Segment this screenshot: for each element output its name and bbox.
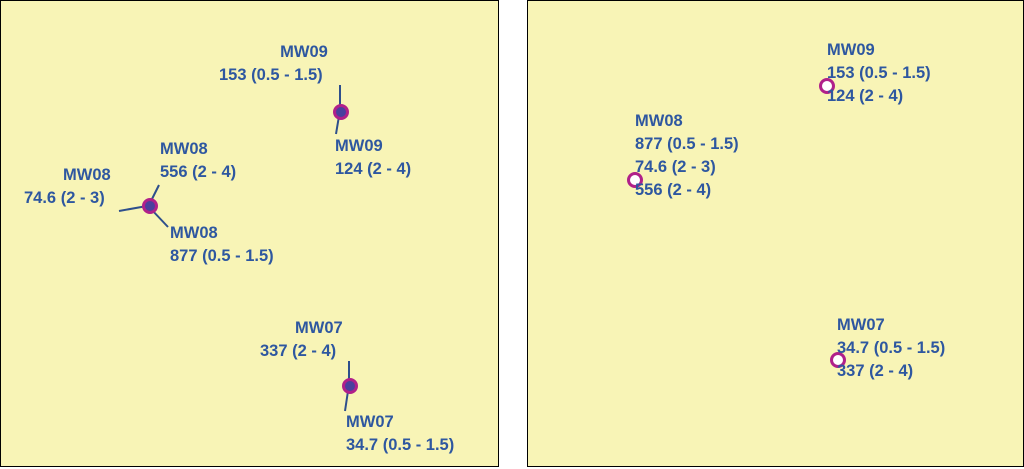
well-marker-mw08[interactable]	[627, 172, 643, 188]
right-map-panel: MW09 153 (0.5 - 1.5) 124 (2 - 4) MW08 87…	[527, 0, 1024, 467]
label-mw07-top-value: 337 (2 - 4)	[260, 342, 337, 360]
label-mw07: MW07 34.7 (0.5 - 1.5) 337 (2 - 4)	[837, 314, 945, 383]
label-mw08-line-2: 74.6 (2 - 3)	[635, 158, 716, 176]
label-mw07-bottom-value: 34.7 (0.5 - 1.5)	[346, 436, 455, 454]
label-mw08-lower-value: 877 (0.5 - 1.5)	[170, 247, 274, 265]
label-mw08-line-3: 556 (2 - 4)	[635, 181, 712, 199]
label-mw09-line-2: 124 (2 - 4)	[827, 87, 904, 105]
label-mw07-name: MW07	[837, 316, 885, 334]
label-mw08-upper-name: MW08	[160, 140, 208, 158]
label-mw08-upper-value: 556 (2 - 4)	[160, 163, 237, 181]
label-mw08-name: MW08	[635, 112, 683, 130]
well-marker-mw09[interactable]	[819, 78, 835, 94]
label-mw08: MW08 877 (0.5 - 1.5) 74.6 (2 - 3) 556 (2…	[635, 110, 739, 202]
well-marker-mw08[interactable]	[142, 198, 158, 214]
label-mw09-line-1: 153 (0.5 - 1.5)	[827, 64, 931, 82]
label-mw08-lower: MW08 877 (0.5 - 1.5)	[170, 222, 274, 268]
label-mw07-top: MW07 337 (2 - 4)	[260, 317, 343, 363]
label-mw08-upper: MW08 556 (2 - 4)	[160, 138, 236, 184]
label-mw09-bottom: MW09 124 (2 - 4)	[335, 135, 411, 181]
label-mw09-bottom-name: MW09	[335, 137, 383, 155]
label-mw09-top-value: 153 (0.5 - 1.5)	[219, 66, 323, 84]
well-marker-mw09[interactable]	[333, 104, 349, 120]
label-mw09-top: MW09 153 (0.5 - 1.5)	[219, 41, 359, 87]
left-map-panel: MW09 153 (0.5 - 1.5) MW09 124 (2 - 4) MW…	[0, 0, 499, 467]
label-mw09-bottom-value: 124 (2 - 4)	[335, 160, 412, 178]
label-mw08-left: MW08 74.6 (2 - 3)	[24, 164, 111, 210]
label-mw08-line-1: 877 (0.5 - 1.5)	[635, 135, 739, 153]
label-mw08-lower-name: MW08	[170, 224, 218, 242]
label-mw07-line-2: 337 (2 - 4)	[837, 362, 914, 380]
label-mw08-left-value: 74.6 (2 - 3)	[24, 189, 105, 207]
leader-line-mw07-bottom	[344, 390, 349, 412]
label-mw09: MW09 153 (0.5 - 1.5) 124 (2 - 4)	[827, 39, 931, 108]
label-mw09-name: MW09	[827, 41, 875, 59]
label-mw07-bottom: MW07 34.7 (0.5 - 1.5)	[346, 411, 454, 457]
label-mw07-line-1: 34.7 (0.5 - 1.5)	[837, 339, 946, 357]
label-mw07-top-name: MW07	[295, 319, 343, 337]
well-marker-mw07[interactable]	[342, 378, 358, 394]
label-mw07-bottom-name: MW07	[346, 413, 394, 431]
label-mw09-top-name: MW09	[280, 43, 328, 61]
well-marker-mw07[interactable]	[830, 352, 846, 368]
label-mw08-left-name: MW08	[63, 166, 111, 184]
